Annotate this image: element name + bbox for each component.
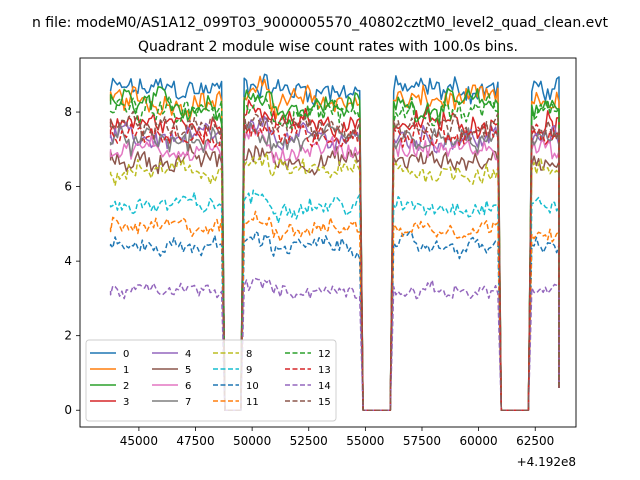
legend-label-5: 5 (185, 365, 191, 376)
y-tick-label: 2 (64, 329, 72, 343)
legend-label-10: 10 (246, 381, 259, 392)
x-tick-label: 55000 (346, 434, 384, 448)
x-tick-label: 45000 (120, 434, 158, 448)
plot-frame (79, 57, 577, 428)
legend-label-14: 14 (318, 381, 331, 392)
x-tick-label: 47500 (176, 434, 214, 448)
x-tick-label: 62500 (516, 434, 554, 448)
legend-label-13: 13 (318, 365, 331, 376)
legend-label-6: 6 (185, 381, 191, 392)
legend-frame (85, 339, 337, 422)
x-tick-label: 52500 (290, 434, 328, 448)
chart-title: Quadrant 2 module wise count rates with … (138, 39, 518, 55)
y-tick-label: 8 (64, 105, 72, 119)
series-line-15 (109, 110, 560, 411)
legend-label-7: 7 (185, 397, 191, 408)
x-tick-label: 57500 (403, 434, 441, 448)
series-line-2 (109, 86, 560, 411)
series-line-14 (109, 277, 560, 411)
legend-label-2: 2 (123, 381, 129, 392)
legend-label-9: 9 (246, 365, 252, 376)
x-axis: 45000 47500 50000 52500 55000 57500 60000 62500 (120, 427, 554, 448)
legend-label-0: 0 (123, 349, 129, 360)
legend-label-12: 12 (318, 349, 331, 360)
series-line-9 (109, 189, 560, 411)
y-tick-label: 4 (64, 254, 72, 268)
series-line-10 (109, 231, 560, 411)
series-line-13 (109, 120, 560, 411)
y-tick-label: 6 (64, 180, 72, 194)
figure-suptitle: n file: modeM0/AS1A12_099T03_9000005570_… (32, 15, 609, 31)
legend-label-15: 15 (318, 397, 331, 408)
series-line-11 (109, 210, 560, 411)
legend-label-11: 11 (246, 397, 259, 408)
series-line-12 (109, 93, 560, 411)
x-tick-label: 60000 (460, 434, 498, 448)
series-lines (109, 73, 560, 411)
series-line-8 (109, 151, 560, 411)
y-axis: 0 2 4 6 8 (64, 105, 80, 417)
legend-label-3: 3 (123, 397, 129, 408)
series-line-6 (109, 124, 560, 411)
x-tick-label: 50000 (233, 434, 271, 448)
legend-label-4: 4 (185, 349, 191, 360)
legend-label-8: 8 (246, 349, 252, 360)
legend-label-1: 1 (123, 365, 129, 376)
x-offset-label: +4.192e8 (517, 455, 576, 469)
series-line-5 (109, 143, 560, 411)
y-tick-label: 0 (64, 403, 72, 417)
